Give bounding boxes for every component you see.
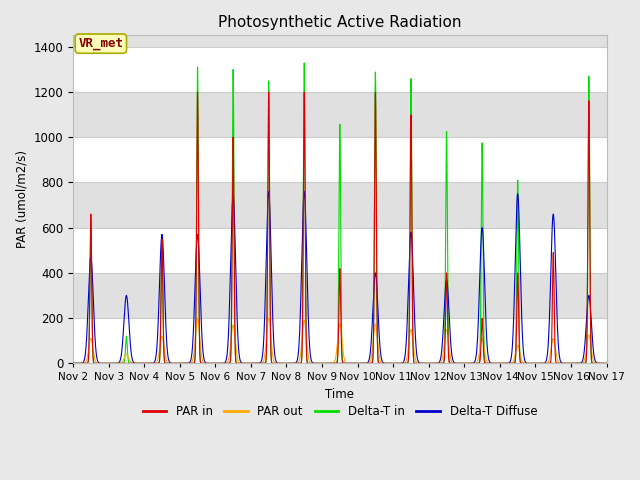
Legend: PAR in, PAR out, Delta-T in, Delta-T Diffuse: PAR in, PAR out, Delta-T in, Delta-T Dif…	[138, 401, 542, 423]
X-axis label: Time: Time	[325, 388, 355, 401]
Bar	[73, 92, 607, 137]
Y-axis label: PAR (umol/m2/s): PAR (umol/m2/s)	[15, 150, 28, 248]
Bar	[73, 36, 607, 47]
Title: Photosynthetic Active Radiation: Photosynthetic Active Radiation	[218, 15, 461, 30]
Bar	[73, 182, 607, 228]
Bar	[73, 273, 607, 318]
Text: VR_met: VR_met	[78, 37, 124, 50]
